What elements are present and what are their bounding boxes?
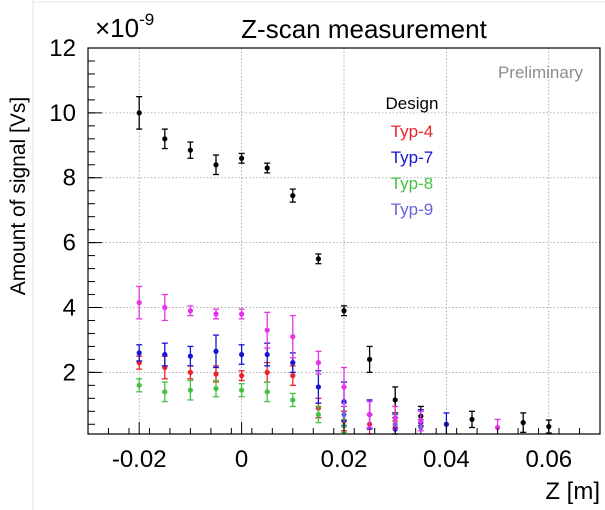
data-point [213,371,219,377]
data-point [495,424,501,431]
x-axis-label: Z [m] [545,478,600,505]
data-point [239,373,245,379]
data-point [392,397,398,403]
data-point [136,110,142,116]
legend-entry: Typ-4 [391,122,434,141]
data-point [136,350,142,356]
data-point [136,300,142,306]
data-point [290,360,296,366]
data-point [367,356,373,362]
x-tick-label: 0.04 [423,446,470,473]
data-point [315,384,321,390]
data-point [469,416,475,423]
legend-title: Design [386,94,439,113]
data-point [213,385,219,392]
data-point [290,192,296,199]
data-point [264,327,270,333]
y-tick-label: 8 [63,165,76,192]
data-point [290,334,296,340]
data-point [162,304,168,311]
data-point [264,369,270,375]
legend: Design Typ-4 Typ-7 Typ-8 Typ-9 [386,94,439,219]
data-point [239,155,245,161]
data-point [264,165,270,171]
data-point [315,411,321,418]
legend-entry: Typ-8 [391,174,434,193]
data-point [239,311,245,317]
data-point [136,382,142,388]
data-point [264,351,270,358]
data-point [187,387,193,393]
data-point [418,418,424,424]
y-tick-label: 4 [63,294,76,321]
x-tick-label: 0.06 [525,446,572,473]
data-point [187,369,193,375]
watermark-preliminary: Preliminary [498,63,584,82]
series-0 [136,96,552,434]
data-point [239,387,245,393]
data-point [162,136,168,142]
x-tick-label: -0.02 [112,446,167,473]
exponent-label: ×10-9 [95,10,154,43]
data-point [341,411,347,418]
y-tick-label: 2 [63,359,76,386]
data-point [162,389,168,395]
data-point [187,353,193,359]
chart-title: Z-scan measurement [241,14,487,44]
tick-layer: -0.02 0 0.02 0.04 0.06 2 4 6 8 10 12 [49,35,581,473]
x-tick-label: 0 [235,446,248,473]
series-layer [136,96,552,435]
data-point [239,351,245,358]
data-point [213,348,219,354]
data-point [187,147,193,153]
data-point [520,420,526,426]
data-point [290,373,296,379]
data-point [290,397,296,403]
data-point [341,384,347,390]
data-point [213,311,219,317]
data-point [162,351,168,358]
y-tick-label: 6 [63,230,76,257]
y-tick-label: 12 [49,35,76,62]
data-point [315,256,321,262]
x-tick-label: 0.02 [321,446,368,473]
data-point [213,162,219,168]
series-3 [136,378,347,434]
y-axis-label: Amount of signal [Vs] [7,97,30,295]
legend-entry: Typ-9 [391,200,434,219]
data-point [187,308,193,314]
series-5 [136,285,501,434]
data-point [392,415,398,421]
data-point [341,308,347,314]
data-point [367,411,373,418]
data-point [264,389,270,395]
legend-entry: Typ-7 [391,148,434,167]
y-tick-label: 10 [49,100,76,127]
exponent-power: -9 [139,10,154,29]
data-point [315,360,321,366]
